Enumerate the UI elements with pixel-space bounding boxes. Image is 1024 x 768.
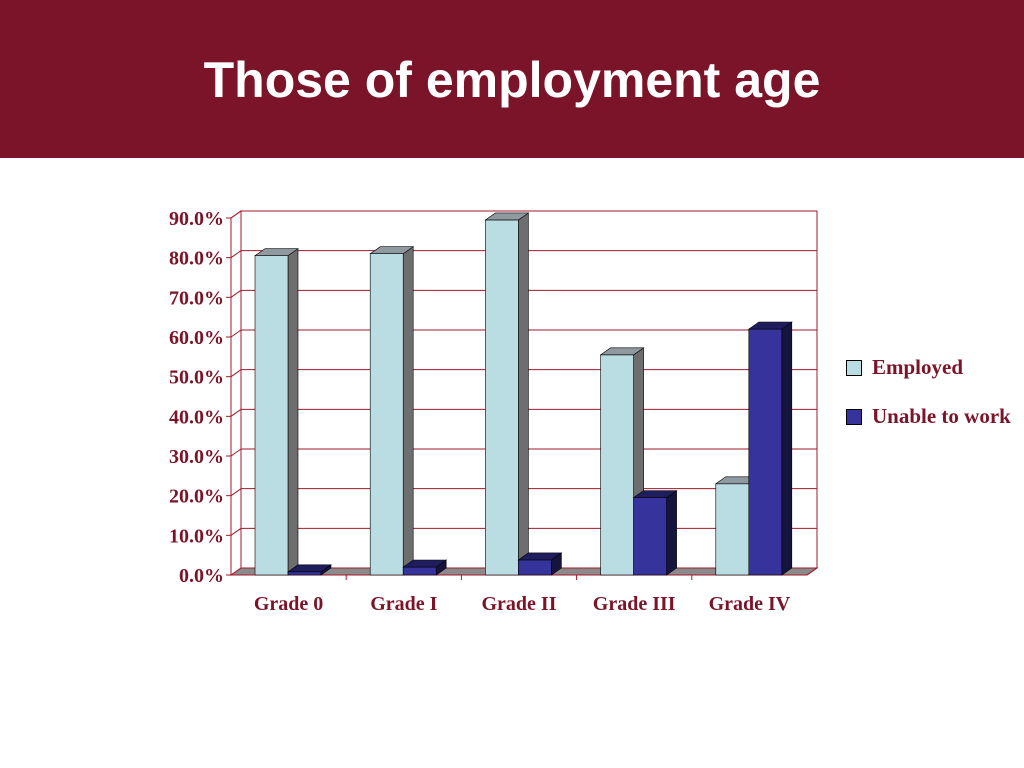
bar-top-employed	[254, 248, 299, 256]
bar-unable	[633, 497, 667, 576]
bar-employed	[369, 253, 404, 576]
y-tick-label: 80.0%	[169, 248, 224, 270]
category-label: Grade IV	[709, 593, 791, 615]
y-tick-label: 20.0%	[169, 486, 224, 508]
legend-item-unable: Unable to work	[846, 401, 1016, 431]
category-label: Grade III	[593, 593, 676, 615]
gridline-side	[230, 329, 242, 338]
bar-top-employed	[484, 212, 530, 221]
category-label: Grade II	[482, 593, 557, 615]
category-label: Grade 0	[254, 593, 323, 615]
gridline-side	[230, 448, 242, 457]
bar-side-employed	[287, 248, 299, 576]
gridline-side	[230, 210, 242, 219]
bar-employed	[715, 483, 750, 576]
bar-employed	[254, 255, 289, 576]
x-axis-edge	[806, 567, 818, 576]
slide-title: Those of employment age	[203, 52, 821, 108]
bar-unable	[748, 328, 783, 576]
bar-unable	[287, 571, 322, 576]
chart-legend: Employed Unable to work	[846, 352, 1016, 450]
chart-side-wall	[230, 210, 242, 576]
y-tick-label: 40.0%	[169, 406, 224, 428]
bar-top-unable	[632, 490, 678, 498]
gridline-side	[230, 369, 242, 378]
gridline-side	[230, 488, 242, 497]
bar-top-unable	[517, 552, 563, 561]
bar-side-employed	[518, 212, 529, 576]
y-tick-label: 60.0%	[169, 327, 224, 349]
bar-side-unable	[666, 490, 677, 576]
legend-swatch-employed	[846, 360, 862, 376]
bar-unable	[402, 566, 437, 576]
y-tick-label: 10.0%	[169, 525, 224, 547]
legend-swatch-unable	[846, 409, 862, 425]
legend-label-employed: Employed	[872, 355, 964, 379]
category-label: Grade I	[370, 593, 437, 615]
gridline-side	[230, 250, 242, 259]
y-tick-label: 0.0%	[179, 565, 224, 587]
bar-employed	[485, 219, 519, 576]
bar-top-unable	[402, 559, 448, 568]
y-tick-label: 30.0%	[169, 446, 224, 468]
y-tick-label: 90.0%	[169, 208, 224, 230]
title-bar	[0, 0, 1024, 158]
bar-top-unable	[747, 321, 793, 330]
bar-employed	[600, 354, 634, 576]
y-tick-label: 70.0%	[169, 287, 224, 309]
gridline-side	[230, 408, 242, 417]
legend-label-unable: Unable to work	[872, 404, 1011, 428]
y-tick-label: 50.0%	[169, 367, 224, 389]
bar-side-employed	[402, 246, 414, 576]
bar-top-unable	[287, 564, 332, 573]
bar-side-unable	[781, 321, 793, 576]
legend-item-employed: Employed	[846, 352, 1016, 382]
gridline-side	[230, 289, 242, 298]
bar-top-employed	[369, 246, 415, 254]
gridline-side	[230, 527, 242, 536]
bar-unable	[518, 559, 552, 576]
bar-top-employed	[599, 347, 645, 356]
